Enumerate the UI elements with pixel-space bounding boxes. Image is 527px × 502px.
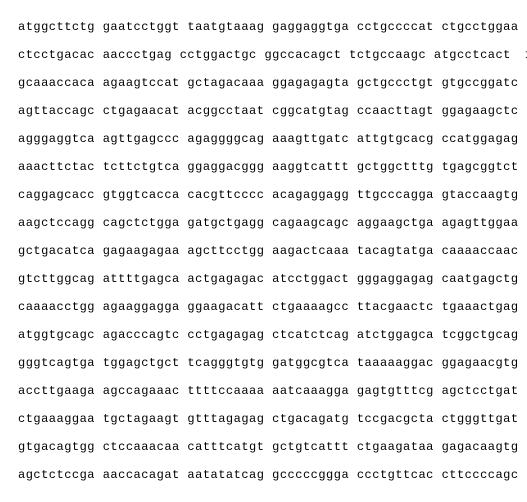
sequence-text: gggtcagtga tggagctgct tcagggtgtg gatggcg… <box>18 356 519 370</box>
sequence-text: ctcctgacac aaccctgag cctggactgc ggccacag… <box>18 48 511 62</box>
sequence-text: gcaaaccaca agaagtccat gctagacaaa ggagaga… <box>18 76 519 90</box>
sequence-text: gctgacatca gagaagagaa agcttcctgg aagactc… <box>18 244 519 258</box>
sequence-row: aagctccagg cagctctgga gatgctgagg cagaagc… <box>18 216 509 230</box>
sequence-text: ctgaaaggaa tgctagaagt gtttagagag ctgacag… <box>18 412 519 426</box>
sequence-row: caggagcacc gtggtcacca cacgttcccc acagagg… <box>18 188 509 202</box>
sequence-text: atggtgcagc agacccagtc cctgagagag ctcatct… <box>18 328 519 342</box>
sequence-text: atggcttctg gaatcctggt taatgtaaag gaggagg… <box>18 20 519 34</box>
sequence-row: gggtcagtga tggagctgct tcagggtgtg gatggcg… <box>18 356 509 370</box>
sequence-text: aagctccagg cagctctgga gatgctgagg cagaagc… <box>18 216 519 230</box>
sequence-row: agttaccagc ctgagaacat acggcctaat cggcatg… <box>18 104 509 118</box>
sequence-listing: atggcttctg gaatcctggt taatgtaaag gaggagg… <box>18 20 509 482</box>
sequence-row: gctgacatca gagaagagaa agcttcctgg aagactc… <box>18 244 509 258</box>
sequence-row: gtcttggcag attttgagca actgagagac atcctgg… <box>18 272 509 286</box>
sequence-row: atggtgcagc agacccagtc cctgagagag ctcatct… <box>18 328 509 342</box>
sequence-row: caaaacctgg agaaggagga ggaagacatt ctgaaaa… <box>18 300 509 314</box>
sequence-row: aaacttctac tcttctgtca ggaggacggg aaggtca… <box>18 160 509 174</box>
sequence-row: gcaaaccaca agaagtccat gctagacaaa ggagaga… <box>18 76 509 90</box>
sequence-text: caggagcacc gtggtcacca cacgttcccc acagagg… <box>18 188 519 202</box>
sequence-row: ctcctgacac aaccctgag cctggactgc ggccacag… <box>18 48 509 62</box>
sequence-row: agggaggtca agttgagccc agaggggcag aaagttg… <box>18 132 509 146</box>
sequence-text: gtcttggcag attttgagca actgagagac atcctgg… <box>18 272 519 286</box>
sequence-text: agttaccagc ctgagaacat acggcctaat cggcatg… <box>18 104 519 118</box>
sequence-row: accttgaaga agccagaaac ttttccaaaa aatcaaa… <box>18 384 509 398</box>
sequence-row: gtgacagtgg ctccaaacaa catttcatgt gctgtca… <box>18 440 509 454</box>
sequence-row: atggcttctg gaatcctggt taatgtaaag gaggagg… <box>18 20 509 34</box>
sequence-text: accttgaaga agccagaaac ttttccaaaa aatcaaa… <box>18 384 519 398</box>
sequence-text: agctctccga aaccacagat aatatatcag gcccccg… <box>18 468 519 482</box>
sequence-text: aaacttctac tcttctgtca ggaggacggg aaggtca… <box>18 160 519 174</box>
sequence-text: caaaacctgg agaaggagga ggaagacatt ctgaaaa… <box>18 300 519 314</box>
sequence-row: ctgaaaggaa tgctagaagt gtttagagag ctgacag… <box>18 412 509 426</box>
sequence-text: agggaggtca agttgagccc agaggggcag aaagttg… <box>18 132 519 146</box>
sequence-text: gtgacagtgg ctccaaacaa catttcatgt gctgtca… <box>18 440 519 454</box>
sequence-row: agctctccga aaccacagat aatatatcag gcccccg… <box>18 468 509 482</box>
